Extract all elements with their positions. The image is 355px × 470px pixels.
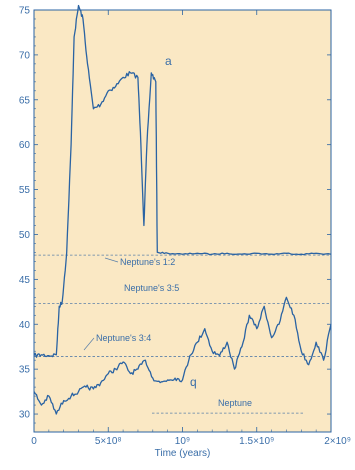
y-tick-label: 50 bbox=[19, 230, 31, 241]
plot-area bbox=[34, 10, 331, 432]
reference-label: Neptune's 3:5 bbox=[124, 283, 179, 293]
y-tick-label: 40 bbox=[19, 320, 31, 331]
y-tick-label: 65 bbox=[19, 95, 31, 106]
reference-arrow bbox=[104, 257, 119, 263]
annotations: aq bbox=[165, 54, 197, 389]
y-tick-label: 60 bbox=[19, 140, 31, 151]
x-axis-label: Time (years) bbox=[155, 448, 211, 459]
x-tick-label: 1.5×10⁹ bbox=[239, 436, 274, 447]
y-tick-label: 35 bbox=[19, 365, 31, 376]
reference-label: Neptune's 3:4 bbox=[96, 333, 151, 343]
series-line-a bbox=[33, 4, 332, 358]
series-lines bbox=[33, 4, 332, 415]
x-tick-label: 5×10⁸ bbox=[95, 436, 122, 447]
reference-arrow bbox=[83, 337, 95, 351]
y-tick-label: 70 bbox=[19, 50, 31, 61]
series-line-q bbox=[33, 296, 332, 415]
reference-label: Neptune bbox=[218, 398, 252, 408]
series-label-q: q bbox=[190, 375, 197, 389]
reference-label: Neptune's 1:2 bbox=[120, 257, 175, 267]
reference-lines: Neptune's 1:2 Neptune's 3:5 Neptune's 3:4 N… bbox=[34, 254, 331, 414]
x-tick-label: 10⁹ bbox=[175, 436, 190, 447]
y-tick-label: 45 bbox=[19, 275, 31, 286]
x-tick-label: 0 bbox=[31, 436, 37, 447]
series-label-a: a bbox=[165, 54, 172, 68]
y-axis: 30 35 40 45 50 55 60 65 70 75 bbox=[19, 6, 331, 433]
y-tick-label: 30 bbox=[19, 410, 31, 421]
y-tick-label: 75 bbox=[19, 6, 31, 17]
x-tick-label: 2×10⁹ bbox=[324, 436, 351, 447]
y-tick-label: 55 bbox=[19, 185, 31, 196]
x-axis: 0 5×10⁸ 10⁹ 1.5×10⁹ 2×10⁹ bbox=[31, 10, 351, 447]
